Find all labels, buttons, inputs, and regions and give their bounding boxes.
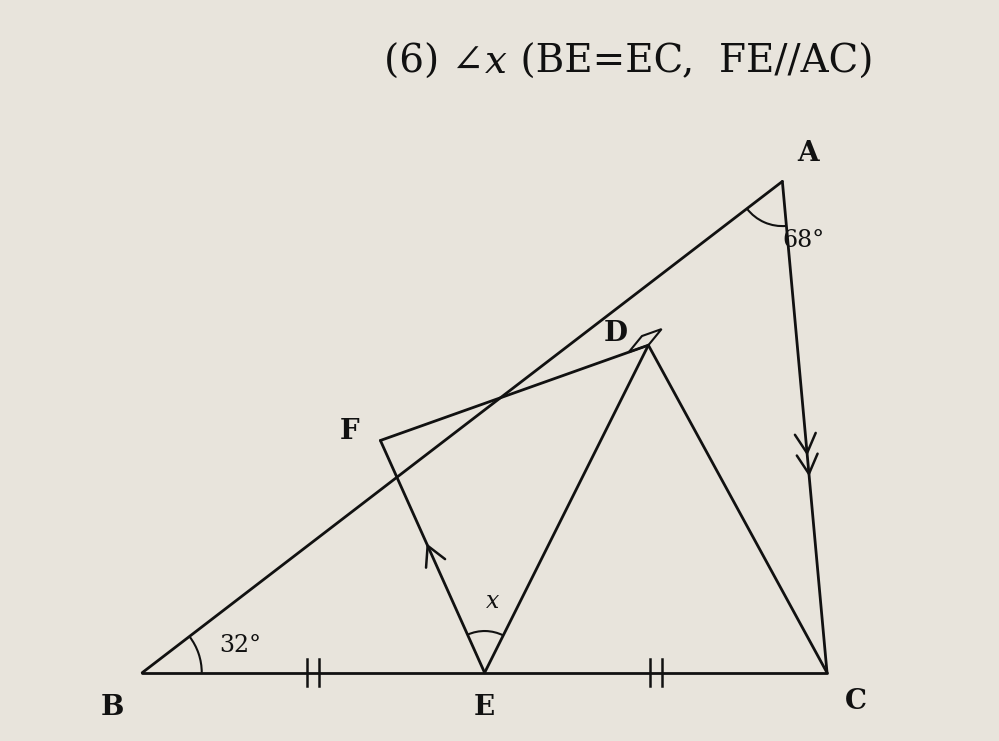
Text: A: A	[797, 139, 819, 167]
Text: D: D	[603, 320, 627, 347]
Text: 32°: 32°	[220, 634, 262, 657]
Text: F: F	[340, 418, 360, 445]
Text: 68°: 68°	[782, 229, 824, 252]
Text: x: x	[485, 44, 506, 81]
Text: x: x	[486, 590, 500, 614]
Text: (BE=EC,  FE//AC): (BE=EC, FE//AC)	[508, 44, 874, 81]
Text: (6) ∠: (6) ∠	[385, 44, 485, 81]
Text: B: B	[101, 694, 124, 720]
Text: E: E	[475, 694, 496, 720]
Text: C: C	[845, 688, 867, 714]
